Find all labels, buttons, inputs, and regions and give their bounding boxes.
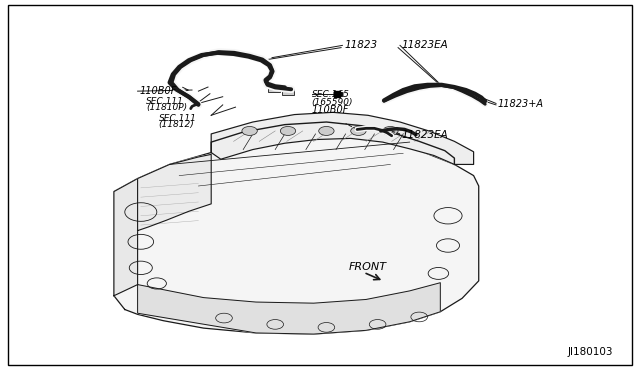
Text: 11823: 11823 [344,41,378,50]
Circle shape [351,126,366,135]
Text: 110B0F: 110B0F [140,86,177,96]
Polygon shape [114,132,479,334]
Text: (11812): (11812) [159,121,195,129]
Text: JI180103: JI180103 [568,347,613,356]
Text: 110B0F: 110B0F [312,105,349,115]
Text: 11823EA: 11823EA [402,41,449,50]
Circle shape [280,126,296,135]
Text: 11823EA: 11823EA [402,130,449,140]
Text: SEC.165: SEC.165 [312,90,349,99]
Circle shape [242,126,257,135]
Text: SEC.111: SEC.111 [146,97,184,106]
Text: (165590): (165590) [312,98,353,107]
Text: FRONT: FRONT [349,262,387,272]
Bar [282,89,294,95]
Polygon shape [211,112,474,164]
Circle shape [383,126,398,135]
Bar [268,86,280,92]
Text: SEC.111: SEC.111 [159,114,196,123]
Text: (11810P): (11810P) [146,103,187,112]
Polygon shape [138,154,211,231]
Text: 11823+A: 11823+A [498,99,544,109]
Polygon shape [114,179,138,296]
Polygon shape [138,283,440,334]
Circle shape [319,126,334,135]
